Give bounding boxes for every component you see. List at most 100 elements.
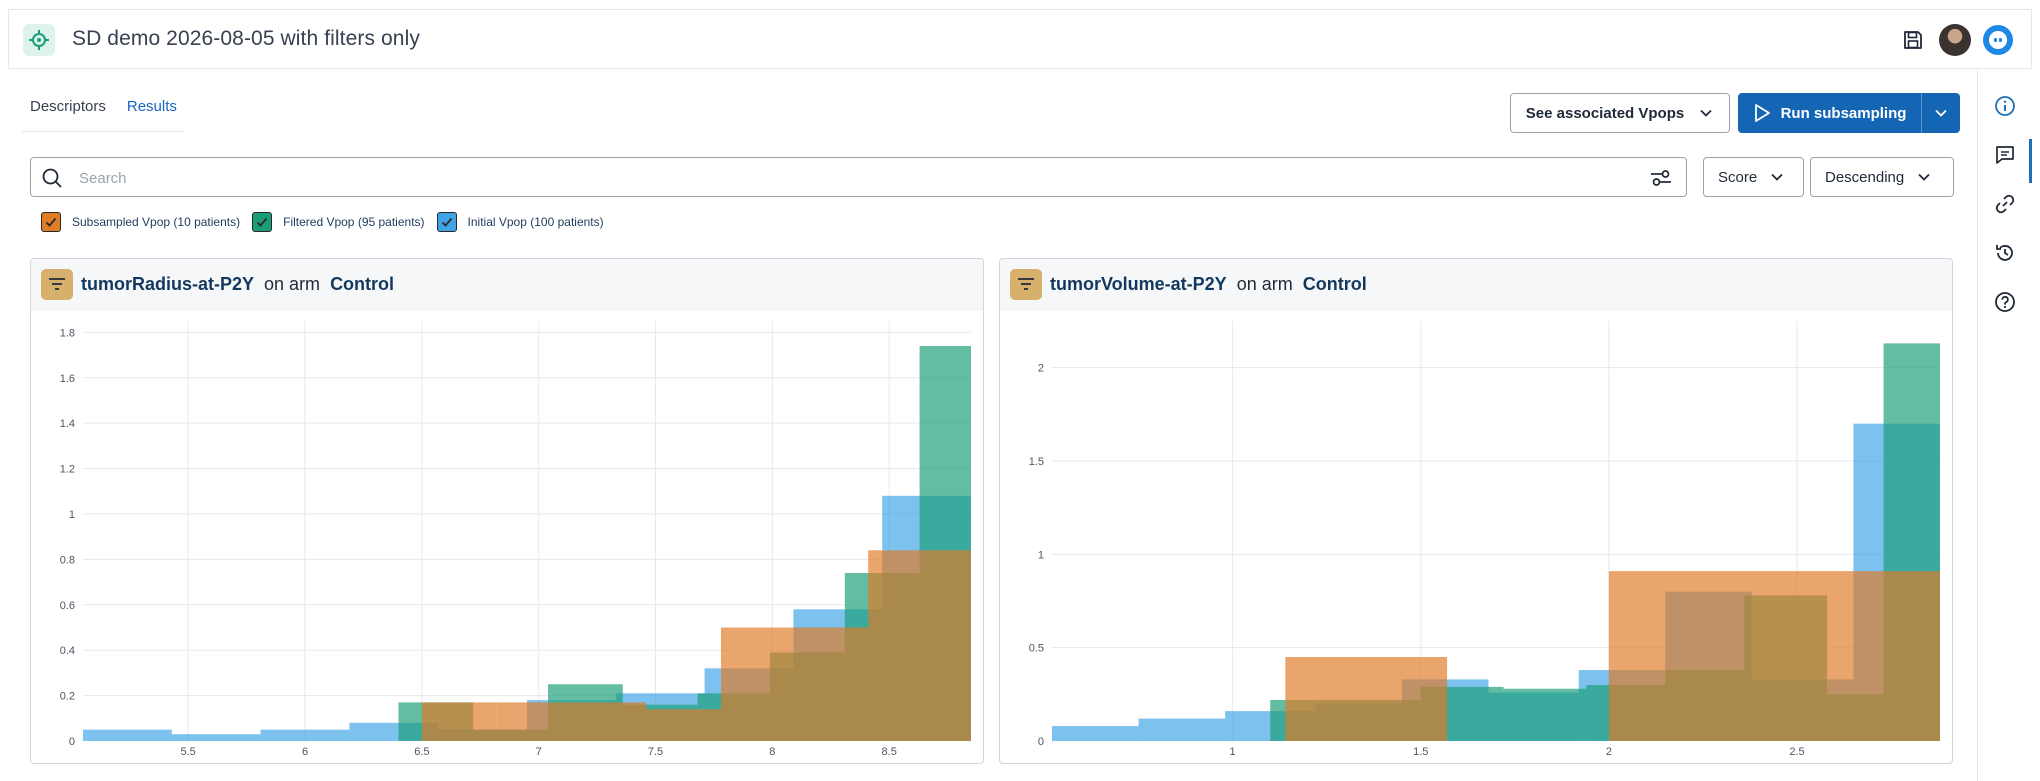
y-tick-label: 2	[1038, 363, 1044, 375]
y-tick-label: 1.6	[60, 373, 75, 385]
y-tick-label: 1.5	[1029, 456, 1044, 468]
series-2	[421, 550, 971, 741]
history-icon[interactable]	[1990, 238, 2020, 268]
tab-results[interactable]: Results	[126, 98, 177, 115]
sort-field-select[interactable]: Score	[1703, 157, 1804, 197]
checkbox-subsampled[interactable]	[41, 212, 61, 232]
run-subsampling-main[interactable]: Run subsampling	[1738, 93, 1921, 133]
play-icon	[1754, 104, 1770, 122]
histogram-bar	[1503, 688, 1587, 741]
y-tick-label: 1.4	[60, 418, 75, 430]
check-icon	[441, 217, 452, 227]
histogram-chart: 1 1.5 2 2.5 0 0.5 1 1.5 2	[1029, 321, 1940, 758]
search-bar	[30, 157, 1687, 197]
histogram-bar	[793, 627, 869, 741]
histogram-bar	[720, 627, 794, 741]
chevron-down-icon	[1918, 173, 1930, 181]
sort-order-value: Descending	[1825, 168, 1905, 186]
filter-lines-icon	[1010, 268, 1042, 300]
x-tick-label: 1.5	[1413, 746, 1428, 758]
x-tick-label: 6.5	[414, 746, 429, 758]
run-subsampling-label: Run subsampling	[1780, 104, 1907, 122]
y-tick-label: 0	[1038, 736, 1044, 748]
y-tick-label: 1	[1038, 549, 1044, 561]
histogram-bar	[868, 550, 920, 741]
card-arm-name: Control	[330, 273, 395, 294]
checkbox-initial[interactable]	[436, 212, 457, 232]
link-icon[interactable]	[1990, 189, 2020, 219]
card-variable-name: tumorVolume-at-P2Y	[1050, 273, 1227, 294]
rail-active-indicator	[2029, 139, 2032, 183]
filter-sliders-icon[interactable]	[1650, 168, 1672, 188]
histogram-bar	[421, 702, 497, 741]
histogram-bar	[83, 729, 172, 741]
x-tick-label: 6	[302, 746, 308, 758]
top-bar: SD demo 2026-08-05 with filters only	[8, 9, 2032, 69]
histogram-chart: 5.5 6 6.5 7 7.5 8 8.5 0 0.2 0.4 0.6 0.8 1 1.2 1.4 1.6 1.…	[60, 321, 971, 758]
tab-descriptors[interactable]: Descriptors	[30, 98, 106, 115]
histogram-bar	[571, 702, 647, 741]
top-actions	[1899, 24, 2013, 56]
y-tick-label: 0.4	[60, 645, 75, 657]
x-tick-label: 1	[1230, 746, 1236, 758]
legend-item-subsampled[interactable]: Subsampled Vpop (10 patients)	[41, 212, 240, 232]
help-icon[interactable]	[1990, 287, 2020, 317]
histogram-bar	[919, 550, 971, 741]
chevron-down-icon	[1935, 109, 1947, 117]
see-associated-vpops-label: See associated Vpops	[1525, 104, 1685, 122]
crosshair-logo-icon	[23, 24, 55, 56]
vpop-legend: Subsampled Vpop (10 patients) Filtered V…	[41, 212, 616, 232]
save-icon[interactable]	[1899, 26, 1927, 54]
card-connector: on arm	[1236, 273, 1293, 294]
legend-item-initial[interactable]: Initial Vpop (100 patients)	[436, 212, 604, 232]
check-icon	[256, 217, 268, 227]
comment-icon[interactable]	[1990, 140, 2020, 170]
card-variable-name: tumorRadius-at-P2Y	[81, 273, 255, 294]
x-tick-label: 5.5	[181, 746, 196, 758]
y-tick-label: 0.5	[1029, 643, 1044, 655]
see-associated-vpops-button[interactable]: See associated Vpops	[1510, 93, 1730, 133]
histogram-bar	[1285, 657, 1448, 741]
y-tick-label: 0.8	[60, 554, 75, 566]
avatar[interactable]	[1939, 24, 1971, 56]
x-tick-label: 8	[769, 746, 775, 758]
run-subsampling-button[interactable]: Run subsampling	[1738, 93, 1960, 133]
page-title: SD demo 2026-08-05 with filters only	[72, 27, 420, 50]
chevron-down-icon	[1771, 173, 1783, 181]
x-tick-label: 7.5	[648, 746, 663, 758]
histogram-bar	[260, 729, 350, 741]
x-tick-label: 2	[1606, 746, 1612, 758]
run-options-dropdown[interactable]	[1921, 93, 1960, 133]
x-tick-label: 2.5	[1789, 746, 1804, 758]
y-tick-label: 0.2	[60, 691, 75, 703]
filter-lines-icon	[41, 268, 73, 300]
histogram-bar	[1608, 571, 1854, 741]
info-icon[interactable]	[1990, 91, 2020, 121]
legend-item-filtered[interactable]: Filtered Vpop (95 patients)	[252, 212, 425, 232]
checkbox-filtered[interactable]	[252, 212, 273, 232]
descriptor-card-tumor-radius: tumorRadius-at-P2Y on arm Control 5.5 6 6.…	[30, 258, 984, 764]
check-icon	[45, 217, 57, 227]
assistant-bot-icon[interactable]	[1983, 25, 2013, 55]
series-2	[1285, 571, 1940, 741]
result-tabs: Descriptors Results	[30, 98, 177, 127]
histogram-bar	[1052, 726, 1139, 741]
legend-label-initial: Initial Vpop (100 patients)	[467, 215, 604, 229]
tabs-divider	[22, 131, 184, 132]
y-tick-label: 1	[69, 509, 75, 521]
histogram-bar	[1138, 718, 1226, 741]
card-arm-name: Control	[1302, 273, 1367, 294]
search-input[interactable]	[79, 167, 1619, 189]
sort-order-select[interactable]: Descending	[1810, 157, 1954, 197]
search-icon	[42, 168, 62, 188]
histogram-bar	[496, 702, 572, 741]
y-tick-label: 0.6	[60, 600, 75, 612]
card-connector: on arm	[264, 273, 321, 294]
y-tick-label: 1.8	[60, 327, 75, 339]
histogram-bar	[171, 734, 261, 741]
right-rail	[1977, 69, 2032, 781]
y-tick-label: 1.2	[60, 464, 75, 476]
descriptor-card-tumor-volume: tumorVolume-at-P2Y on arm Control 1 1.5 2 2…	[999, 258, 1953, 764]
y-tick-label: 0	[69, 736, 75, 748]
